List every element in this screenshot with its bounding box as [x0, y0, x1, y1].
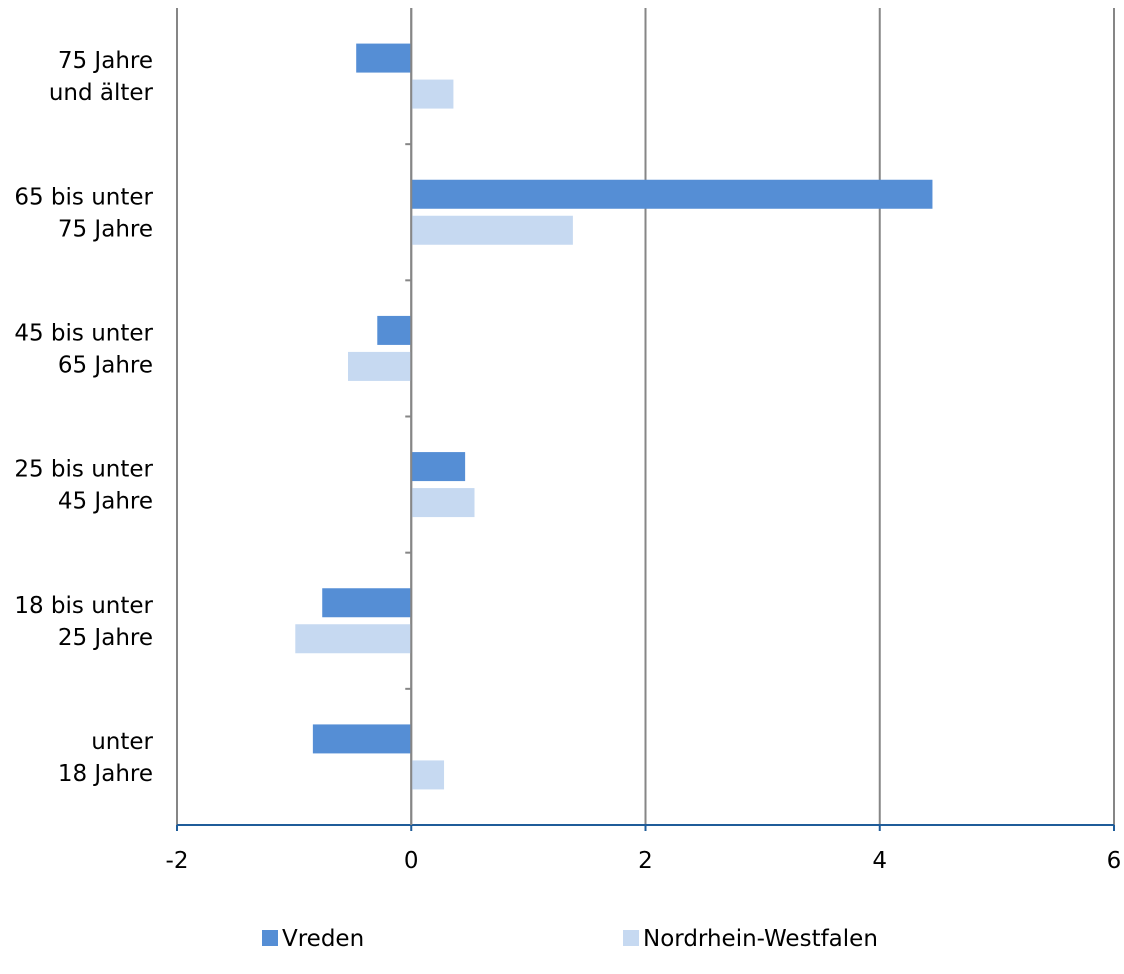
bar-nordrhein-westfalen-2 [348, 351, 412, 381]
bar-vreden-4 [322, 588, 412, 618]
bars [295, 43, 933, 790]
category-label: 18 Jahre [58, 761, 153, 787]
bar-vreden-1 [411, 179, 933, 209]
bar-nordrhein-westfalen-4 [295, 624, 412, 654]
category-label: 45 Jahre [58, 489, 153, 515]
x-tick-label-3: 4 [872, 848, 887, 874]
category-label: 18 bis unter [14, 593, 153, 619]
category-label: und älter [49, 80, 154, 106]
bar-nordrhein-westfalen-1 [411, 215, 573, 245]
axes [176, 8, 1115, 831]
category-label: 65 bis unter [14, 184, 153, 210]
category-label: 65 Jahre [58, 352, 153, 378]
legend-swatch-1 [623, 930, 639, 946]
x-tick-label-1: 0 [404, 848, 419, 874]
x-tick-label-0: -2 [166, 848, 189, 874]
bar-nordrhein-westfalen-3 [411, 488, 475, 518]
category-label: 25 bis unter [14, 457, 153, 483]
bar-nordrhein-westfalen-0 [411, 79, 454, 109]
legend-swatch-0 [262, 930, 278, 946]
category-label: 25 Jahre [58, 625, 153, 651]
bar-nordrhein-westfalen-5 [411, 760, 445, 790]
legend: Vreden Nordrhein-Westfalen [262, 926, 878, 952]
category-label: unter [91, 729, 153, 755]
bar-vreden-0 [356, 43, 412, 73]
legend-label-0: Vreden [282, 926, 364, 952]
category-label: 75 Jahre [58, 216, 153, 242]
x-tick-label-4: 6 [1107, 848, 1122, 874]
category-label: 45 bis unter [14, 320, 153, 346]
gridlines [176, 8, 1115, 825]
x-tick-label-2: 2 [638, 848, 653, 874]
bar-vreden-5 [312, 724, 412, 754]
category-labels: 75 Jahre und älter 65 bis unter 75 Jahre 45 … [14, 48, 153, 787]
category-label: 75 Jahre [58, 48, 153, 74]
bar-vreden-2 [377, 315, 412, 345]
tick-labels: -2 0 2 4 6 [166, 848, 1122, 874]
legend-label-1: Nordrhein-Westfalen [643, 926, 878, 952]
bar-vreden-3 [411, 452, 466, 482]
